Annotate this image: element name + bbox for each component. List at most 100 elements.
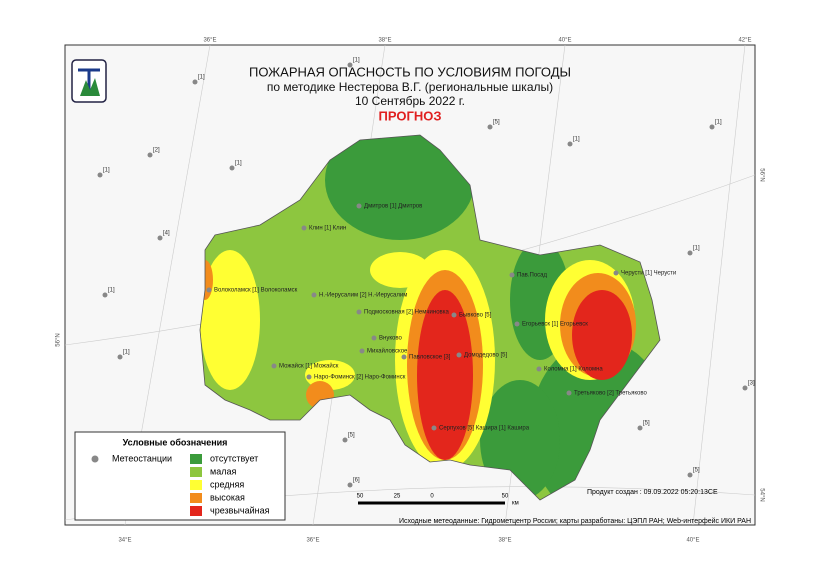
station-marker: [1]	[198, 75, 205, 81]
station	[359, 348, 365, 354]
coord-label: 42°E	[738, 38, 751, 44]
created: Продукт создан : 09.09.2022 05:20:13CE	[587, 489, 718, 496]
legend-swatch	[190, 506, 202, 516]
station	[356, 203, 362, 209]
legend-stations: Метеостанции	[112, 453, 172, 463]
legend-label: средняя	[210, 479, 244, 489]
station	[451, 312, 457, 318]
station	[229, 165, 235, 171]
station	[536, 366, 542, 372]
coord-label: 36°E	[306, 538, 319, 544]
coord-label: 36°E	[203, 38, 216, 44]
station-marker: [4]	[163, 231, 170, 237]
station	[709, 124, 715, 130]
forecast: ПРОГНОЗ	[379, 108, 442, 123]
title: ПОЖАРНАЯ ОПАСНОСТЬ ПО УСЛОВИЯМ ПОГОДЫ	[249, 64, 571, 79]
station-label: Внуково	[379, 336, 402, 342]
date: 10 Сентябрь 2022 г.	[355, 94, 465, 108]
station-marker: [5]	[348, 433, 355, 439]
station-marker: [2]	[153, 148, 160, 154]
station-symbol	[91, 455, 99, 463]
station	[431, 425, 437, 431]
station	[687, 250, 693, 256]
station-label: Третьяково [2] Третьяково	[574, 391, 647, 397]
legend-swatch	[190, 467, 202, 477]
station-marker: [5]	[643, 421, 650, 427]
station-marker: [1]	[108, 288, 115, 294]
station	[509, 272, 515, 278]
station-marker: [1]	[123, 350, 130, 356]
station-label: Пав.Посад	[517, 273, 547, 279]
station-label: Черусти [1] Черусти	[621, 271, 676, 277]
station	[401, 354, 407, 360]
scale-label: 50	[502, 494, 509, 500]
station	[117, 354, 123, 360]
station-label: Подмосковная [2] Немчиновка	[364, 310, 449, 316]
station	[456, 352, 462, 358]
station-marker: [5]	[493, 120, 500, 126]
coord-label: 40°E	[558, 38, 571, 44]
station	[371, 335, 377, 341]
station-label: Егорьевск [1] Егорьевск	[522, 322, 588, 328]
legend-swatch	[190, 454, 202, 464]
station	[311, 292, 317, 298]
station-marker: [1]	[235, 161, 242, 167]
coord-label: 56°N	[56, 333, 62, 346]
station	[306, 374, 312, 380]
station-marker: [6]	[353, 478, 360, 484]
scale-label: 50	[357, 494, 364, 500]
station	[347, 62, 353, 68]
station-marker: [1]	[715, 120, 722, 126]
legend-box	[74, 431, 286, 521]
coord-label: 56°N	[758, 168, 764, 181]
station	[687, 472, 693, 478]
station-marker: [1]	[693, 246, 700, 252]
station-label: Н.-Иерусалим [2] Н.-Иерусалим	[319, 293, 407, 299]
station-label: Клин [1] Клин	[309, 226, 346, 232]
station	[342, 437, 348, 443]
station	[102, 292, 108, 298]
station-marker: [1]	[103, 168, 110, 174]
station	[157, 235, 163, 241]
coord-label: 38°E	[498, 538, 511, 544]
station	[347, 482, 353, 488]
station	[637, 425, 643, 431]
station	[301, 225, 307, 231]
station	[613, 270, 619, 276]
zone-medium	[200, 250, 260, 390]
station-marker: [1]	[353, 58, 360, 64]
scale-label: 25	[394, 494, 401, 500]
legend-swatch	[190, 493, 202, 503]
station	[271, 363, 277, 369]
legend-title: Условные обозначения	[123, 437, 228, 447]
station-label: Серпухов [5] Кашира [1] Кашира	[439, 426, 530, 432]
zone-extreme	[417, 290, 473, 460]
station-label: Дмитров [1] Дмитров	[364, 204, 422, 210]
coord-label: 34°E	[118, 538, 131, 544]
station-label: Можайск [1] Можайск	[279, 363, 339, 370]
legend-label: чрезвычайная	[210, 505, 270, 515]
station	[514, 321, 520, 327]
legend-label: малая	[210, 466, 236, 476]
station-marker: [1]	[573, 137, 580, 143]
logo	[71, 59, 107, 103]
coord-label: 40°E	[686, 538, 699, 544]
station-label: Павловское [3]	[409, 355, 451, 361]
station-label: Домодедово [5]	[464, 353, 507, 359]
station-label: Бывково [5]	[459, 313, 492, 319]
station-label: Наро-Фоминск [2] Наро-Фоминск	[314, 375, 406, 381]
zone-extreme	[572, 290, 632, 380]
scale-label: 0	[430, 494, 434, 500]
subtitle: по методике Нестерова В.Г. (региональные…	[267, 80, 553, 94]
station-marker: [5]	[693, 468, 700, 474]
legend-label: высокая	[210, 492, 245, 502]
legend-label: отсутствует	[210, 453, 258, 463]
coord-label: 54°N	[758, 488, 764, 501]
station	[206, 287, 212, 293]
station-label: Волоколамск [1] Волоколамск	[214, 288, 298, 294]
legend-swatch	[190, 480, 202, 490]
scale-unit: км	[512, 501, 519, 507]
station-label: Коломна [1] Коломна	[544, 367, 603, 373]
